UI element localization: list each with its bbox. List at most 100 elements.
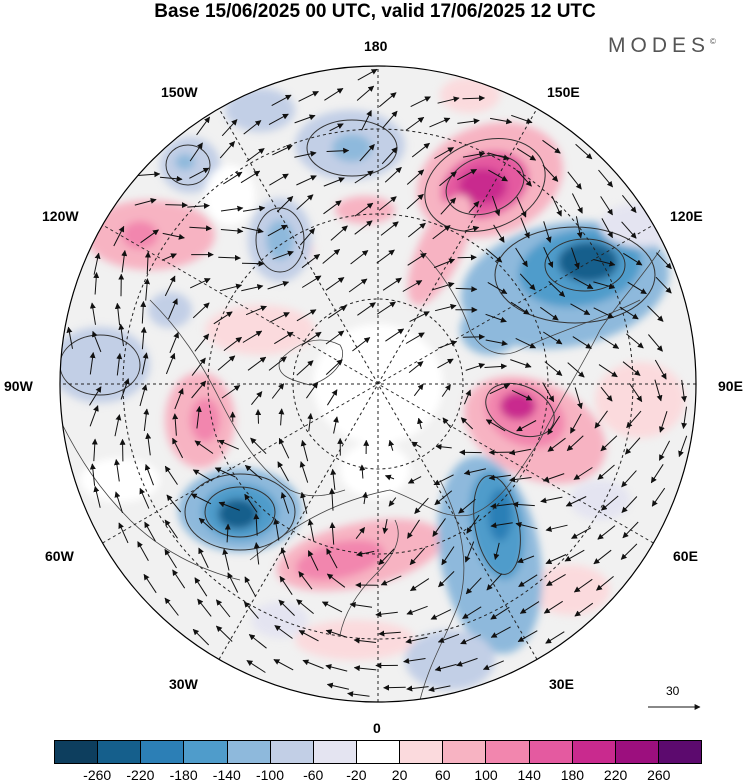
wind-arrow <box>490 502 513 509</box>
wind-arrow <box>357 302 376 316</box>
wind-arrow <box>619 306 639 320</box>
positive-anomaly <box>205 305 315 355</box>
wind-arrow <box>301 275 322 288</box>
wind-arrow <box>437 358 454 369</box>
wind-arrow <box>220 205 244 212</box>
wind-arrow <box>356 550 375 557</box>
wind-arrow <box>428 685 451 693</box>
wind-arrow <box>382 277 402 291</box>
wind-arrow <box>113 225 125 247</box>
wind-arrow <box>347 691 370 698</box>
positive-anomaly-core <box>500 392 536 420</box>
wind-arrow <box>321 601 343 613</box>
wind-arrow <box>195 405 202 429</box>
wind-arrow <box>356 85 375 101</box>
colorbar-tick-label: -100 <box>255 767 285 783</box>
wind-arrow <box>350 250 369 265</box>
lon-label-120w: 120W <box>42 208 79 224</box>
negative-anomaly <box>175 154 195 170</box>
wind-arrow <box>593 259 616 267</box>
wind-arrow <box>241 284 264 292</box>
wind-arrow <box>247 356 267 371</box>
wind-arrow <box>217 355 236 371</box>
wind-arrow <box>268 113 289 126</box>
wind-arrow <box>486 573 503 591</box>
wind-arrow <box>243 120 262 135</box>
wind-arrow <box>573 277 594 290</box>
wind-arrow <box>267 224 288 237</box>
wind-arrow <box>93 272 100 295</box>
wind-arrow <box>681 406 688 429</box>
wind-arrow <box>485 419 506 432</box>
wind-arrow <box>326 147 350 154</box>
wind-arrow <box>140 300 147 324</box>
wind-arrow <box>600 435 618 452</box>
wind-arrow <box>511 114 533 124</box>
wind-arrow <box>246 660 266 673</box>
colorbar-swatch <box>615 740 659 764</box>
wind-arrow <box>301 254 321 269</box>
wind-arrow <box>455 286 478 293</box>
colorbar-tick-label: -260 <box>83 767 112 783</box>
wind-arrow <box>274 625 293 639</box>
wind-arrow <box>362 491 368 505</box>
wind-arrow <box>456 657 478 667</box>
wind-arrow <box>409 578 430 592</box>
wind-arrow <box>465 363 486 371</box>
wind-arrow <box>192 469 213 482</box>
wind-arrow <box>267 280 290 290</box>
wind-arrow <box>627 281 647 295</box>
wind-arrow <box>482 660 504 671</box>
wind-arrow <box>468 201 480 214</box>
wind-arrow <box>278 437 290 459</box>
wind-arrow <box>325 277 345 291</box>
wind-arrow <box>437 340 458 349</box>
wind-arrow <box>137 171 161 178</box>
lon-label-120e: 120E <box>670 208 703 224</box>
meridians <box>60 66 696 702</box>
colorbar-swatch <box>270 740 314 764</box>
wind-arrow <box>651 487 666 507</box>
wind-arrow <box>221 119 238 137</box>
wind-arrow <box>405 116 425 131</box>
colorbar <box>54 740 703 764</box>
wind-arrow <box>248 634 267 649</box>
wind-arrow <box>361 110 372 131</box>
polar-map <box>59 65 701 710</box>
wind-arrow <box>327 305 347 319</box>
positive-anomaly-core <box>459 168 507 204</box>
wind-arrow <box>597 525 616 540</box>
wind-arrow <box>323 200 342 215</box>
wind-arrow <box>242 330 263 343</box>
wind-arrow <box>164 519 178 539</box>
colorbar-swatch <box>141 740 185 764</box>
wind-arrow <box>414 497 429 514</box>
wind-arrow <box>166 494 182 513</box>
colorbar-tick-label: 180 <box>560 767 585 783</box>
wind-arrow <box>493 224 505 243</box>
wind-arrow <box>430 609 452 620</box>
wind-arrow <box>227 572 239 593</box>
wind-arrow <box>380 221 399 236</box>
wind-arrow <box>325 664 348 672</box>
wind-arrow <box>600 196 613 216</box>
wind-arrow <box>490 117 513 125</box>
positive-anomaly <box>122 221 158 249</box>
wind-arrow <box>137 541 149 562</box>
wind-arrow <box>272 145 293 156</box>
wind-arrow <box>408 361 424 373</box>
wind-arrow <box>357 68 378 81</box>
lon-label-60w: 60W <box>45 548 74 564</box>
colorbar-swatch <box>356 740 401 764</box>
wind-arrow <box>223 336 242 351</box>
colorbar-swatch <box>658 740 703 764</box>
wind-arrow <box>114 414 122 437</box>
wind-arrow <box>573 467 593 480</box>
wind-arrow <box>487 152 510 161</box>
wind-arrow <box>140 326 147 350</box>
wind-arrow <box>626 333 644 349</box>
wind-arrow <box>326 573 346 588</box>
wind-arrow <box>269 173 289 186</box>
wind-arrow <box>570 413 582 434</box>
wind-arrow <box>144 521 156 542</box>
